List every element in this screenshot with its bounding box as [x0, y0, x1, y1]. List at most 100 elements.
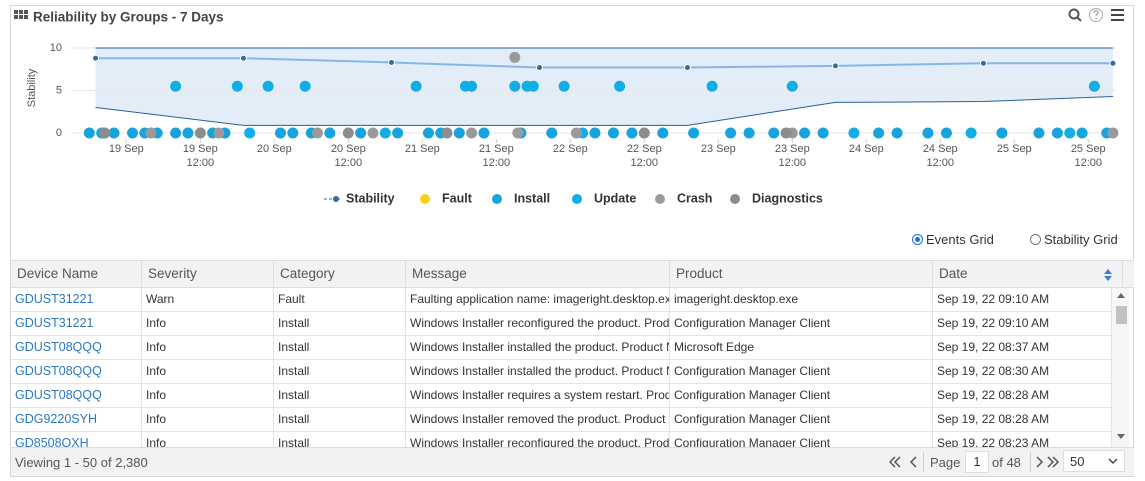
first-prev-buttons[interactable] — [887, 455, 927, 469]
table-cell: Configuration Manager Client — [670, 360, 933, 383]
event-point — [614, 80, 626, 92]
legend-item[interactable]: Update — [572, 191, 636, 205]
radio-label: Stability Grid — [1044, 232, 1118, 247]
table-cell: Sep 19, 22 08:28 AM — [933, 384, 1112, 407]
legend-swatch — [572, 194, 582, 204]
x-tick-label: 23 Sep — [701, 143, 736, 155]
page-input[interactable]: 1 — [965, 451, 989, 473]
scrollbar[interactable] — [1112, 288, 1130, 447]
radio-button[interactable] — [912, 234, 923, 245]
search-icon[interactable] — [1068, 8, 1082, 22]
event-point — [688, 127, 700, 139]
event-point — [1076, 127, 1088, 139]
legend-label: Crash — [677, 191, 712, 205]
stability-point — [387, 58, 395, 66]
event-point — [512, 127, 524, 139]
radio-button[interactable] — [1030, 234, 1041, 245]
table-cell: Windows Installer reconfigured the produ… — [406, 312, 670, 335]
menu-icon[interactable] — [1111, 9, 1124, 21]
column-header[interactable]: Product — [670, 261, 933, 287]
event-point — [965, 127, 977, 139]
event-point — [478, 127, 490, 139]
device-link[interactable]: GDUST08QQQ — [11, 336, 142, 359]
table-row[interactable]: GDG9220SYH Info Install Windows Installer r… — [11, 408, 1112, 432]
page-size-select[interactable]: 50 — [1063, 450, 1125, 472]
event-point — [780, 127, 792, 139]
table-row[interactable]: GDUST08QQQ Info Install Windows Installer i… — [11, 360, 1112, 384]
help-icon[interactable] — [1089, 8, 1103, 22]
table-row[interactable]: GDUST08QQQ Info Install Windows Installer i… — [11, 336, 1112, 360]
column-header[interactable]: Date — [933, 261, 1123, 287]
device-link[interactable]: GDUST31221 — [11, 288, 142, 311]
radio-option[interactable]: Events Grid — [912, 232, 994, 247]
table-cell: Windows Installer reconfigured the produ… — [406, 432, 670, 447]
table-footer: Viewing 1 - 50 of 2,380 Page 1 of 48 50 — [11, 447, 1134, 476]
legend-item[interactable]: Crash — [655, 191, 712, 205]
device-link[interactable]: GDUST08QQQ — [11, 384, 142, 407]
widget-title: Reliability by Groups - 7 Days — [33, 10, 224, 25]
event-point — [99, 127, 111, 139]
column-header[interactable]: Device Name — [11, 261, 142, 287]
page-label: Page — [930, 455, 961, 470]
sort-icon[interactable] — [1104, 269, 1112, 281]
event-point — [638, 127, 650, 139]
legend-label: Install — [514, 191, 550, 205]
x-tick-label: 19 Sep — [109, 143, 144, 155]
device-link[interactable]: GDG9220SYH — [11, 408, 142, 431]
event-point — [441, 127, 453, 139]
column-header[interactable]: Severity — [142, 261, 274, 287]
x-tick-label: 21 Sep 12:00 — [479, 143, 514, 169]
table-cell: Info — [142, 432, 274, 447]
event-point — [324, 127, 336, 139]
device-link[interactable]: GDUST31221 — [11, 312, 142, 335]
legend-item[interactable]: Stability — [324, 191, 395, 205]
legend-item[interactable]: Fault — [420, 191, 473, 205]
legend-label: Fault — [442, 191, 473, 205]
scrollbar-graphic — [1116, 293, 1127, 439]
y-tick-label: 10 — [50, 42, 62, 54]
column-header[interactable]: Message — [406, 261, 670, 287]
event-point — [996, 127, 1008, 139]
x-tick-label: 19 Sep 12:00 — [183, 143, 218, 169]
legend-item[interactable]: Install — [492, 191, 550, 205]
event-point — [1107, 127, 1119, 139]
table-cell: Windows Installer installed the product.… — [406, 360, 670, 383]
device-link[interactable]: GDUST08QQQ — [11, 360, 142, 383]
event-point — [355, 127, 367, 139]
table-row[interactable]: GDUST31221 Info Install Windows Installer r… — [11, 312, 1112, 336]
legend-item[interactable]: Diagnostics — [730, 191, 823, 205]
event-point — [287, 127, 299, 139]
stability-point — [683, 64, 691, 72]
event-point — [342, 127, 354, 139]
event-point — [83, 127, 95, 139]
event-point — [367, 127, 379, 139]
event-point — [922, 127, 934, 139]
table-cell: Configuration Manager Client — [670, 408, 933, 431]
device-link[interactable]: GD8508OXH — [11, 432, 142, 447]
table-row[interactable]: GDUST31221 Warn Fault Faulting application … — [11, 288, 1112, 312]
event-point — [466, 127, 478, 139]
column-header[interactable]: Category — [274, 261, 406, 287]
radio-option[interactable]: Stability Grid — [1030, 232, 1118, 247]
table-cell: Windows Installer removed the product. P… — [406, 408, 670, 431]
y-tick-label: 0 — [56, 127, 62, 139]
radio-label: Events Grid — [926, 232, 994, 247]
event-point — [509, 80, 521, 92]
event-point — [940, 127, 952, 139]
table-header: Device Name Severity Category Message Produc… — [11, 260, 1134, 288]
event-point — [570, 127, 582, 139]
table-row[interactable]: GDUST08QQQ Info Install Windows Installer r… — [11, 384, 1112, 408]
event-point — [725, 127, 737, 139]
event-point — [170, 127, 182, 139]
table-row[interactable]: GD8508OXH Info Install Windows Installer re… — [11, 432, 1112, 447]
event-point — [509, 51, 521, 63]
y-axis-title: Stability — [26, 68, 38, 107]
table-cell: Sep 19, 22 08:37 AM — [933, 336, 1112, 359]
table-cell: Install — [274, 360, 406, 383]
table-cell: Microsoft Edge — [670, 336, 933, 359]
event-point — [244, 127, 256, 139]
legend-swatch — [333, 196, 339, 202]
stability-range — [95, 48, 1113, 126]
next-last-buttons[interactable] — [1033, 455, 1063, 469]
apps-icon[interactable] — [14, 10, 28, 19]
